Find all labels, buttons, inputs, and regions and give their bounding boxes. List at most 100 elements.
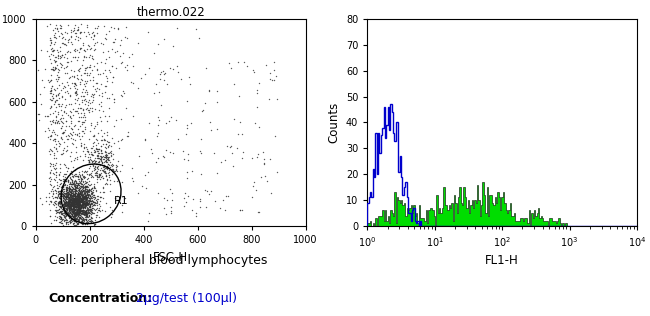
Point (144, 210, 154, 216)
Point (92, 30, 103, 35)
Point (98, 189, 109, 194)
Point (78, 195, 88, 200)
Point (77, 205, 88, 210)
Point (79, 189, 90, 194)
Point (181, 132, 192, 137)
Point (66, 102, 76, 107)
Point (60, 199, 70, 204)
Point (63, 203, 73, 208)
Point (66, 206, 77, 211)
Point (83, 210, 94, 215)
Point (75, 208, 85, 213)
Point (62, 188, 72, 193)
Point (56, 209, 66, 214)
Point (77, 196, 87, 201)
Point (60, 178, 71, 183)
Point (100, 61, 110, 66)
Point (59, 201, 70, 206)
Point (66, 213, 77, 218)
Point (50, 187, 60, 192)
Point (68, 206, 78, 211)
Point (51, 208, 61, 213)
Point (76, 216, 86, 221)
Point (71, 185, 81, 190)
Point (66, 194, 77, 199)
Point (101, 138, 112, 143)
Point (74, 204, 85, 209)
Point (235, 207, 245, 212)
Point (70, 184, 80, 189)
Point (153, 117, 164, 122)
Point (108, 157, 118, 162)
Point (46, 51, 57, 56)
Point (87, 206, 98, 211)
Point (53, 68, 64, 73)
Point (72, 87, 82, 92)
Point (81, 211, 92, 216)
Point (72, 200, 82, 205)
Point (76, 194, 86, 199)
Point (85, 204, 96, 210)
Point (113, 27, 124, 32)
Point (81, 195, 92, 200)
Point (82, 210, 92, 215)
Point (73, 192, 83, 198)
Point (89, 167, 99, 172)
Point (70, 198, 80, 203)
Point (57, 188, 67, 193)
Point (209, 151, 219, 156)
Point (80, 211, 90, 216)
Point (90, 164, 100, 169)
Point (60, 221, 71, 226)
Point (83, 207, 93, 212)
Point (114, 168, 125, 173)
Point (55, 213, 66, 218)
Point (66, 201, 77, 206)
Point (190, 27, 201, 32)
Point (76, 190, 86, 195)
Point (78, 198, 88, 203)
Point (68, 202, 79, 207)
Point (95, 189, 105, 194)
Point (51, 208, 62, 213)
Point (70, 196, 80, 201)
Point (83, 102, 93, 107)
Point (48, 144, 58, 149)
Point (77, 99, 87, 104)
Point (70, 199, 80, 204)
Point (74, 198, 85, 203)
Point (94, 206, 104, 211)
Point (64, 199, 74, 204)
Point (65, 186, 75, 191)
Point (76, 200, 86, 205)
Point (58, 191, 68, 196)
Point (88, 181, 99, 186)
Point (71, 217, 81, 222)
Point (72, 216, 82, 221)
Point (73, 207, 83, 212)
Point (65, 210, 75, 215)
Point (81, 205, 92, 210)
Point (51, 210, 61, 215)
Point (70, 212, 80, 217)
Point (65, 192, 75, 197)
Point (81, 217, 91, 222)
Point (80, 196, 90, 201)
Point (59, 191, 70, 196)
Point (72, 200, 83, 205)
Point (77, 197, 88, 202)
Point (74, 206, 85, 211)
Point (83, 202, 93, 207)
Point (105, 163, 116, 168)
Point (76, 21, 86, 27)
Point (79, 53, 90, 58)
Point (75, 200, 85, 205)
Point (85, 188, 96, 193)
Point (105, 150, 116, 155)
Point (75, 185, 85, 190)
Point (76, 196, 86, 201)
Point (77, 107, 88, 112)
Point (113, 138, 124, 143)
Point (51, 208, 62, 213)
Point (70, 201, 80, 206)
